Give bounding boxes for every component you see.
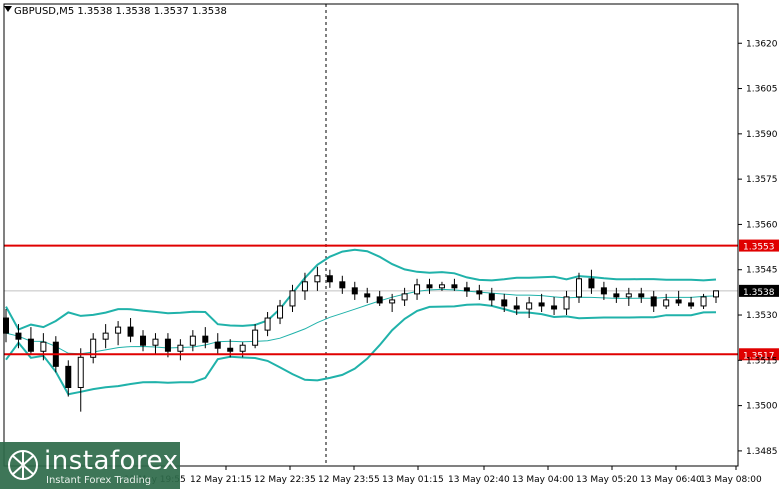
watermark-brand: instaforex	[44, 446, 179, 476]
candle-body	[526, 302, 533, 310]
candle-body	[675, 299, 682, 304]
x-tick-label: 13 May 08:00	[700, 475, 762, 485]
candle-body	[663, 299, 670, 307]
x-tick-label: 13 May 01:15	[382, 475, 444, 485]
candle-body	[551, 305, 558, 310]
candle-body	[600, 287, 607, 295]
instaforex-logo-icon	[8, 450, 38, 480]
candle-body	[65, 365, 72, 388]
candle-body	[27, 338, 34, 352]
candle-body	[339, 281, 346, 289]
candle-body	[15, 332, 22, 340]
y-tick-label: 1.3560	[746, 220, 778, 230]
candle-body	[227, 347, 234, 352]
current-price-box	[739, 284, 779, 297]
level-label-box	[739, 348, 779, 361]
candle-body	[588, 278, 595, 289]
bollinger-bands	[5, 248, 717, 396]
candle-body	[438, 284, 445, 289]
level-label-box	[739, 239, 779, 252]
candle-body	[414, 284, 421, 295]
candle-body	[351, 287, 358, 295]
support-resistance-levels: 1.3553 1.3517	[4, 239, 779, 361]
y-tick-label: 1.3485	[746, 447, 778, 457]
grid	[4, 4, 738, 466]
candle-body	[563, 296, 570, 310]
y-tick-label: 1.3515	[746, 356, 778, 366]
upper-band	[5, 248, 717, 331]
candle-body	[152, 338, 159, 346]
candle-body	[688, 302, 695, 307]
candle-body	[488, 293, 495, 301]
candle-body	[326, 275, 333, 283]
candle-body	[140, 335, 147, 346]
candle-body	[451, 284, 458, 289]
y-tick-label: 1.3545	[746, 266, 778, 276]
candle-body	[625, 293, 632, 298]
candle-body	[501, 299, 508, 307]
watermark-tagline: Instant Forex Trading	[46, 475, 152, 486]
candle-body	[252, 329, 259, 346]
middle-band	[5, 288, 717, 355]
candle-body	[289, 290, 296, 307]
y-tick-label: 1.3590	[746, 130, 778, 140]
x-tick-label: 13 May 04:00	[512, 475, 574, 485]
candle-body	[90, 338, 97, 358]
candle-body	[376, 296, 383, 304]
y-tick-label: 1.3575	[746, 175, 778, 185]
x-tick-label: 12 May 21:15	[190, 475, 252, 485]
candle-body	[301, 281, 308, 292]
y-tick-label: 1.3530	[746, 311, 778, 321]
candle-body	[538, 302, 545, 307]
candle-body	[214, 341, 221, 349]
candle-body	[638, 293, 645, 298]
candle-body	[513, 305, 520, 310]
dropdown-arrow-icon[interactable]	[4, 6, 12, 12]
plot-frame	[3, 3, 739, 467]
candle-body	[202, 335, 209, 343]
level-label: 1.3517	[743, 351, 775, 361]
candle-body	[650, 296, 657, 307]
candle-body	[575, 278, 582, 298]
candle-body	[713, 290, 719, 298]
x-tick-label: 13 May 06:40	[640, 475, 702, 485]
level-label: 1.3553	[743, 243, 775, 253]
symbol-header: GBPUSD,M5 1.3538 1.3538 1.3537 1.3538	[14, 6, 227, 17]
candle-body	[102, 332, 109, 340]
candle-body	[177, 344, 184, 352]
y-tick-label: 1.3620	[746, 39, 778, 49]
x-tick-label: 13 May 02:40	[448, 475, 510, 485]
current-price-label: 1.3538	[743, 288, 775, 298]
x-tick-label: 12 May 22:35	[254, 475, 316, 485]
candle-body	[164, 338, 171, 352]
y-tick-label: 1.3605	[746, 85, 778, 95]
candle-body	[115, 326, 122, 334]
candle-body	[389, 299, 396, 304]
y-tick-label: 1.3500	[746, 402, 778, 412]
candle-body	[277, 305, 284, 319]
candle-body	[264, 317, 271, 331]
lower-band	[5, 303, 717, 396]
candle-body	[426, 284, 433, 289]
watermark: instaforex Instant Forex Trading	[0, 442, 180, 489]
candle-body	[613, 293, 620, 298]
candle-body	[239, 344, 246, 352]
candle-body	[401, 293, 408, 301]
candle-body	[77, 356, 84, 388]
candle-body	[364, 293, 371, 298]
x-tick-label: 13 May 05:20	[576, 475, 638, 485]
candle-body	[127, 326, 134, 337]
candle-body	[189, 335, 196, 346]
candle-body	[314, 275, 321, 283]
candle-body	[463, 287, 470, 292]
candle-body	[700, 296, 707, 307]
candle-body	[40, 341, 47, 352]
candles	[3, 266, 719, 412]
x-tick-label: 12 May 23:55	[318, 475, 380, 485]
candle-body	[476, 290, 483, 295]
